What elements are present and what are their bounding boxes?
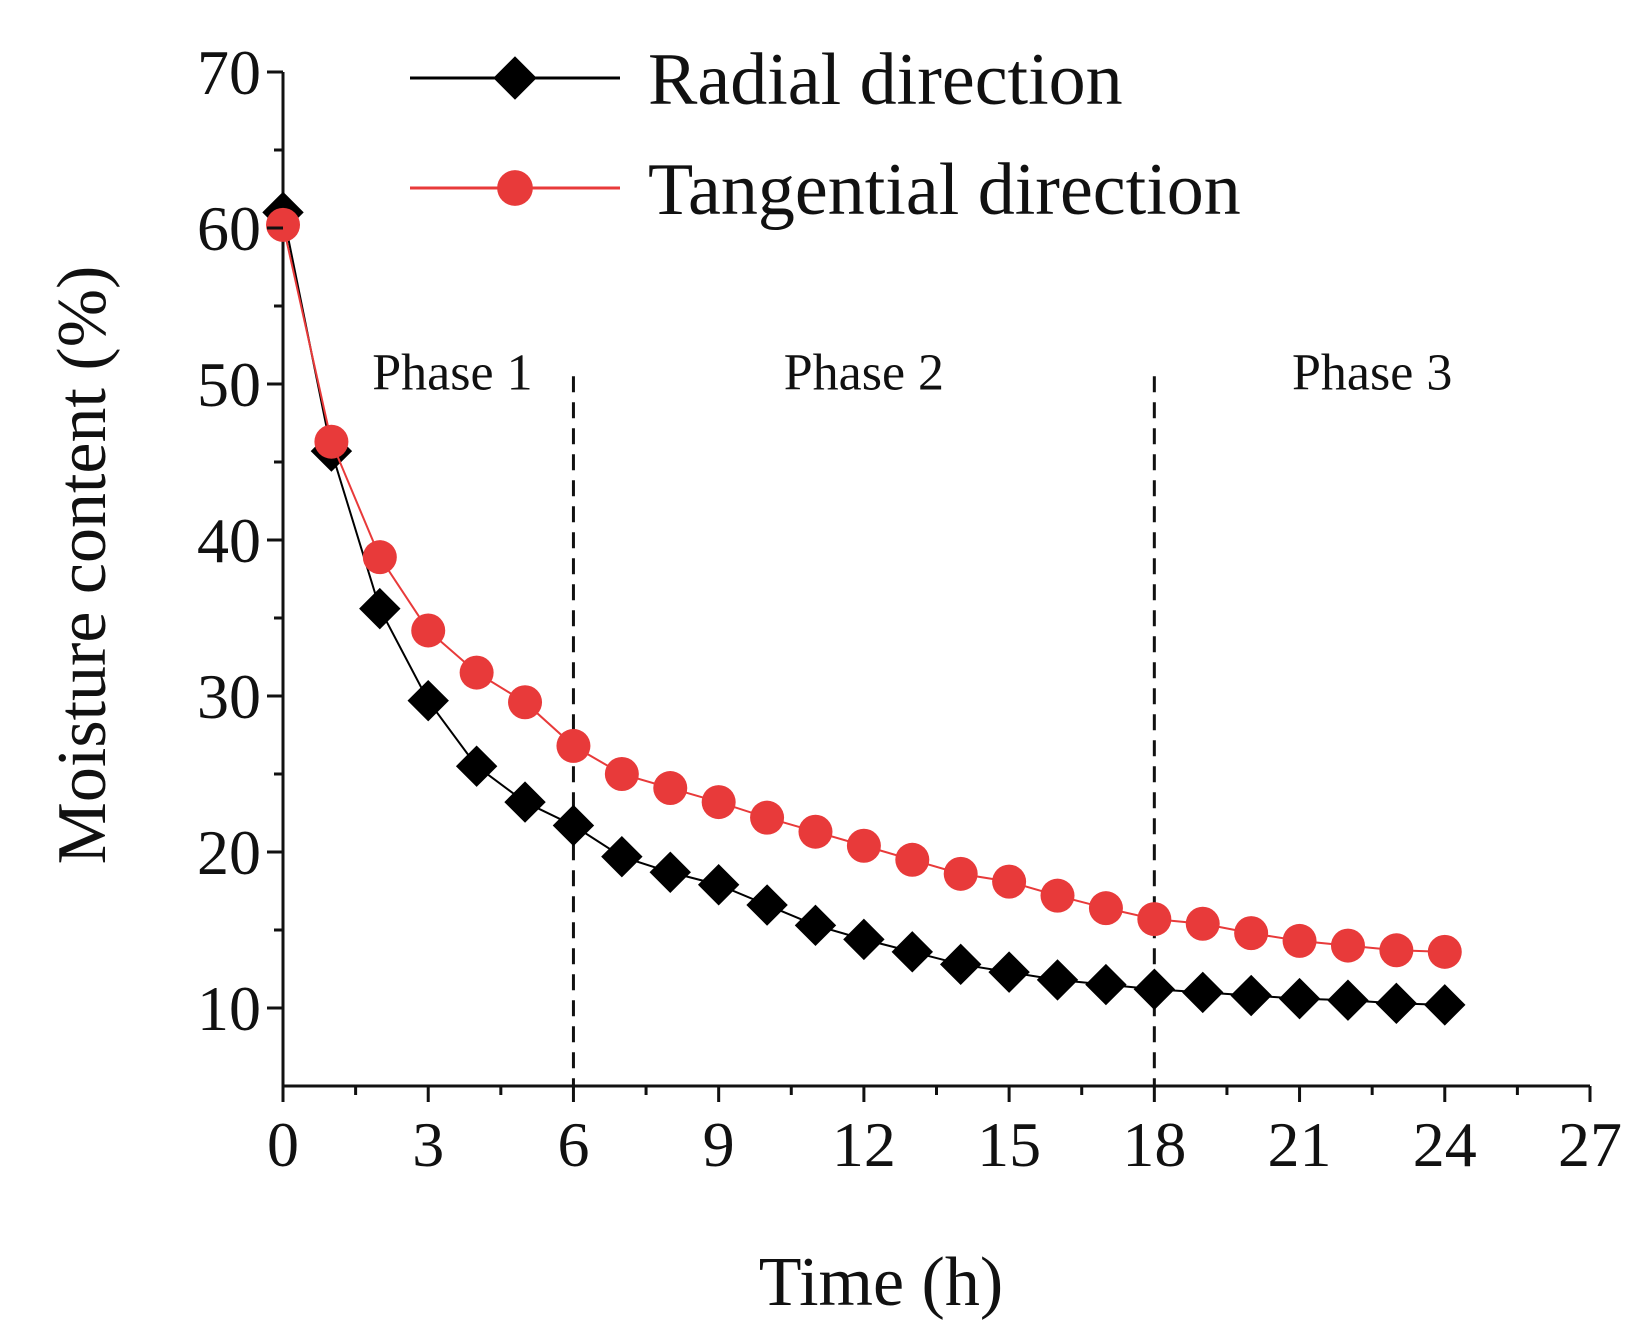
diamond-marker <box>939 943 982 986</box>
diamond-marker <box>794 904 837 947</box>
diamond-marker <box>1133 968 1176 1010</box>
legend-label: Tangential direction <box>648 149 1241 231</box>
diamond-marker <box>552 804 595 847</box>
diamond-marker <box>649 851 691 893</box>
circle-marker <box>943 856 978 891</box>
diamond-marker <box>891 931 934 973</box>
phase-label: Phase 1 <box>372 345 532 402</box>
y-axis-title: Moisture content (%) <box>44 266 121 865</box>
circle-marker <box>750 800 785 835</box>
legend-marker-icon <box>493 56 537 100</box>
phase-boundaries <box>571 376 1156 1086</box>
x-tick-label: 12 <box>832 1109 896 1180</box>
circle-marker <box>992 864 1027 899</box>
diamond-marker <box>1375 982 1418 1025</box>
diamond-marker <box>1085 963 1127 1006</box>
circle-marker <box>1379 933 1414 968</box>
diamond-marker <box>1278 977 1321 1020</box>
circle-marker <box>653 771 688 806</box>
legend-label: Radial direction <box>648 39 1123 121</box>
circle-marker <box>1282 923 1317 958</box>
circle-marker <box>798 814 833 849</box>
diamond-marker <box>1424 984 1466 1026</box>
diamond-marker <box>407 679 449 722</box>
circle-marker <box>1088 891 1123 926</box>
circle-marker <box>846 828 881 863</box>
circle-marker <box>266 207 300 242</box>
circle-marker <box>1040 878 1075 913</box>
diamond-marker <box>359 587 401 630</box>
circle-marker <box>411 613 446 648</box>
x-tick-label: 15 <box>977 1109 1041 1180</box>
phase-annotations: Phase 1 Phase 2 Phase 3 <box>372 345 1452 402</box>
series-layer <box>262 191 1466 1026</box>
y-tick-label: 40 <box>197 505 261 576</box>
series-line <box>282 212 1445 1006</box>
y-tick-label: 50 <box>197 349 261 420</box>
circle-marker <box>459 655 494 690</box>
diamond-marker <box>455 745 498 787</box>
legend: Radial direction Tangential direction <box>410 39 1241 231</box>
legend-marker-icon <box>497 170 533 206</box>
legend-item: Tangential direction <box>410 149 1241 231</box>
x-tick-label: 3 <box>412 1109 444 1180</box>
circle-marker <box>1234 916 1269 951</box>
circle-marker <box>1427 934 1462 969</box>
circle-marker <box>604 757 639 791</box>
y-tick-label: 20 <box>197 817 261 888</box>
diamond-marker <box>1182 971 1224 1014</box>
circle-marker <box>701 785 736 820</box>
legend-item: Radial direction <box>410 39 1123 121</box>
circle-marker <box>508 685 543 720</box>
circle-marker <box>1330 928 1365 963</box>
series-tangential-direction <box>266 207 1462 969</box>
y-tick-label: 30 <box>197 661 261 732</box>
x-tick-label: 27 <box>1558 1109 1622 1180</box>
circle-marker <box>556 728 591 763</box>
diamond-marker <box>504 781 546 823</box>
diamond-marker <box>601 835 643 878</box>
x-axis-title: Time (h) <box>759 1244 1003 1321</box>
axis-ticks: 0 3 6 9 12 15 18 21 24 27 10 20 30 40 50 60 70 <box>197 37 1622 1180</box>
y-tick-label: 70 <box>197 37 261 108</box>
x-tick-label: 18 <box>1122 1109 1186 1180</box>
y-tick-label: 10 <box>197 973 261 1044</box>
y-tick-label: 60 <box>197 193 261 264</box>
diamond-marker <box>988 951 1030 993</box>
x-tick-label: 0 <box>267 1109 299 1180</box>
phase-label: Phase 3 <box>1292 345 1452 402</box>
diamond-marker <box>697 864 740 906</box>
x-tick-label: 9 <box>703 1109 735 1180</box>
x-tick-label: 21 <box>1268 1109 1332 1180</box>
diamond-marker <box>746 884 788 926</box>
diamond-marker <box>1036 959 1079 1001</box>
diamond-marker <box>1327 979 1369 1021</box>
diamond-marker <box>1230 974 1272 1017</box>
circle-marker <box>1137 902 1172 937</box>
circle-marker <box>362 540 397 575</box>
circle-marker <box>314 424 349 459</box>
circle-marker <box>1185 906 1220 941</box>
circle-marker <box>895 842 930 877</box>
x-tick-label: 24 <box>1413 1109 1477 1180</box>
x-tick-label: 6 <box>557 1109 589 1180</box>
series-radial-direction <box>262 191 1466 1026</box>
phase-label: Phase 2 <box>784 345 944 402</box>
diamond-marker <box>843 918 885 961</box>
